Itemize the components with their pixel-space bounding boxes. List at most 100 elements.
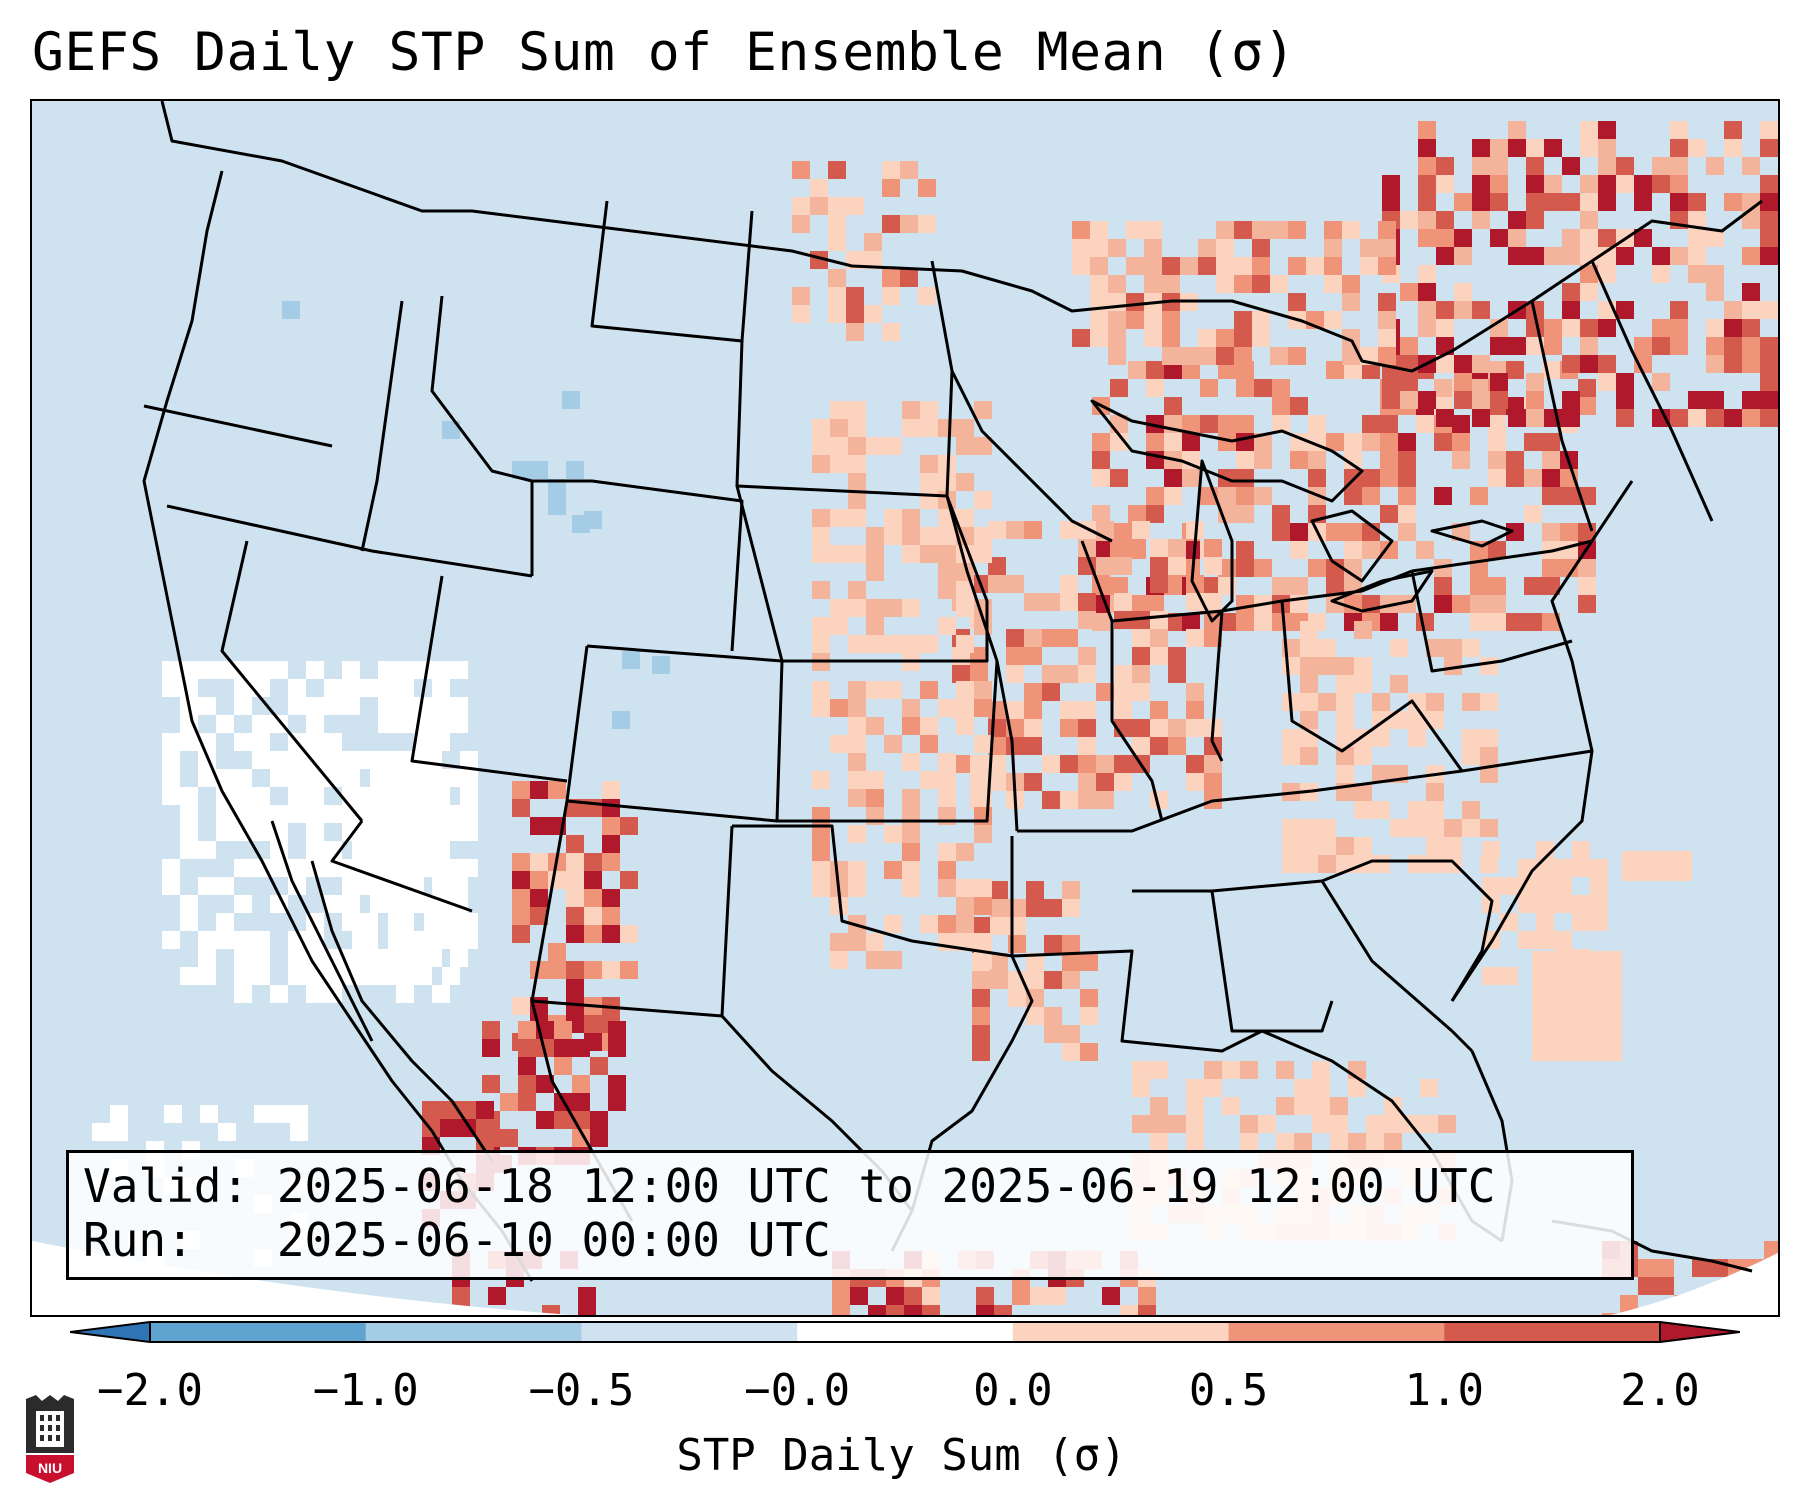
stp-cell — [1760, 229, 1778, 247]
stp-cell — [252, 967, 270, 985]
stp-cell — [370, 841, 388, 859]
stp-cell — [1324, 275, 1342, 293]
stp-cell — [1572, 913, 1590, 931]
stp-cell — [602, 817, 620, 835]
stp-cell — [1562, 319, 1580, 337]
stp-cell — [1760, 373, 1778, 391]
stp-cell — [1462, 819, 1480, 837]
stp-cell — [812, 617, 830, 635]
stp-cell — [902, 545, 920, 563]
stp-cell — [1342, 329, 1360, 347]
stp-cell — [290, 1105, 308, 1123]
border-nv-ut — [410, 575, 568, 783]
stp-cell — [1490, 391, 1508, 409]
stp-cell — [1390, 711, 1408, 729]
stp-cell — [1312, 1079, 1330, 1097]
stp-cell — [1240, 1133, 1258, 1151]
stp-cell — [1380, 415, 1398, 433]
colorbar-outline — [149, 1321, 1661, 1343]
colorbar-tick-label: −2.0 — [97, 1365, 203, 1416]
stp-cell — [1490, 175, 1508, 193]
stp-cell — [830, 509, 848, 527]
stp-cell — [882, 179, 900, 197]
stp-cell — [972, 1007, 990, 1025]
stp-cell — [1616, 391, 1634, 409]
stp-cell — [1536, 931, 1554, 949]
stp-cell — [920, 527, 938, 545]
stp-cell — [1544, 247, 1562, 265]
stp-cell — [620, 961, 638, 979]
stp-cell — [1598, 229, 1616, 247]
stp-cell — [1482, 967, 1500, 985]
stp-cell — [342, 661, 360, 679]
lake-ontario — [1430, 519, 1514, 548]
stp-cell — [1108, 239, 1126, 257]
stp-cell — [1760, 301, 1778, 319]
stp-cell — [1616, 157, 1634, 175]
stp-cell — [1380, 541, 1398, 559]
stp-cell — [1204, 593, 1222, 611]
stp-cell — [886, 1305, 904, 1315]
stp-cell — [1408, 711, 1426, 729]
stp-cell — [1578, 397, 1596, 415]
stp-cell — [1542, 613, 1560, 631]
stp-cell — [1488, 415, 1506, 433]
stp-cell — [1436, 409, 1454, 427]
stp-cell — [1060, 665, 1078, 683]
stp-cell — [1472, 409, 1490, 427]
stp-cell — [288, 805, 306, 823]
stp-cell — [812, 771, 830, 789]
stp-cell — [342, 679, 360, 697]
stp-cell — [1324, 239, 1342, 257]
stp-cell — [1436, 175, 1454, 193]
stp-cell — [414, 697, 432, 715]
colorbar-extend-min — [70, 1321, 151, 1343]
stp-cell — [1252, 221, 1270, 239]
stp-cell — [956, 933, 974, 951]
stp-cell — [1318, 819, 1336, 837]
stp-cell — [974, 897, 992, 915]
stp-cell — [324, 895, 342, 913]
stp-cell — [1272, 505, 1290, 523]
stp-cell — [1150, 1115, 1168, 1133]
stp-cell — [406, 895, 424, 913]
stp-cell — [1282, 729, 1300, 747]
stp-cell — [1150, 611, 1168, 629]
stp-cell — [198, 841, 216, 859]
stp-cell — [848, 455, 866, 473]
stp-cell — [1042, 791, 1060, 809]
stp-cell — [1656, 1277, 1674, 1295]
stp-cell — [1562, 157, 1580, 175]
stp-cell — [1234, 347, 1252, 365]
stp-cell — [902, 599, 920, 617]
stp-cell — [1742, 337, 1760, 355]
stp-cell — [1096, 683, 1114, 701]
stp-cell — [282, 301, 300, 319]
stp-cell — [810, 197, 828, 215]
stp-cell — [866, 635, 884, 653]
stp-cell — [938, 581, 956, 599]
stp-cell — [918, 179, 936, 197]
stp-cell — [216, 877, 234, 895]
valid-line: Valid: 2025-06-18 12:00 UTC to 2025-06-1… — [83, 1159, 1496, 1213]
stp-cell — [234, 697, 252, 715]
stp-cell — [378, 697, 396, 715]
stp-cell — [1670, 193, 1688, 211]
stp-cell — [1354, 747, 1372, 765]
stp-cell — [476, 1119, 494, 1137]
stp-cell — [848, 933, 866, 951]
baja-west-coast — [270, 820, 374, 1042]
stp-cell — [370, 823, 388, 841]
stp-cell — [1454, 193, 1472, 211]
stp-cell — [1634, 193, 1652, 211]
stp-cell — [388, 895, 406, 913]
stp-cell — [884, 509, 902, 527]
stp-cell — [1524, 505, 1542, 523]
stp-cell — [1480, 765, 1498, 783]
stp-cell — [1362, 469, 1380, 487]
stp-cell — [972, 1043, 990, 1061]
stp-cell — [306, 733, 324, 751]
stp-cell — [1580, 175, 1598, 193]
stp-cell — [1670, 139, 1688, 157]
stp-cell — [512, 997, 530, 1015]
